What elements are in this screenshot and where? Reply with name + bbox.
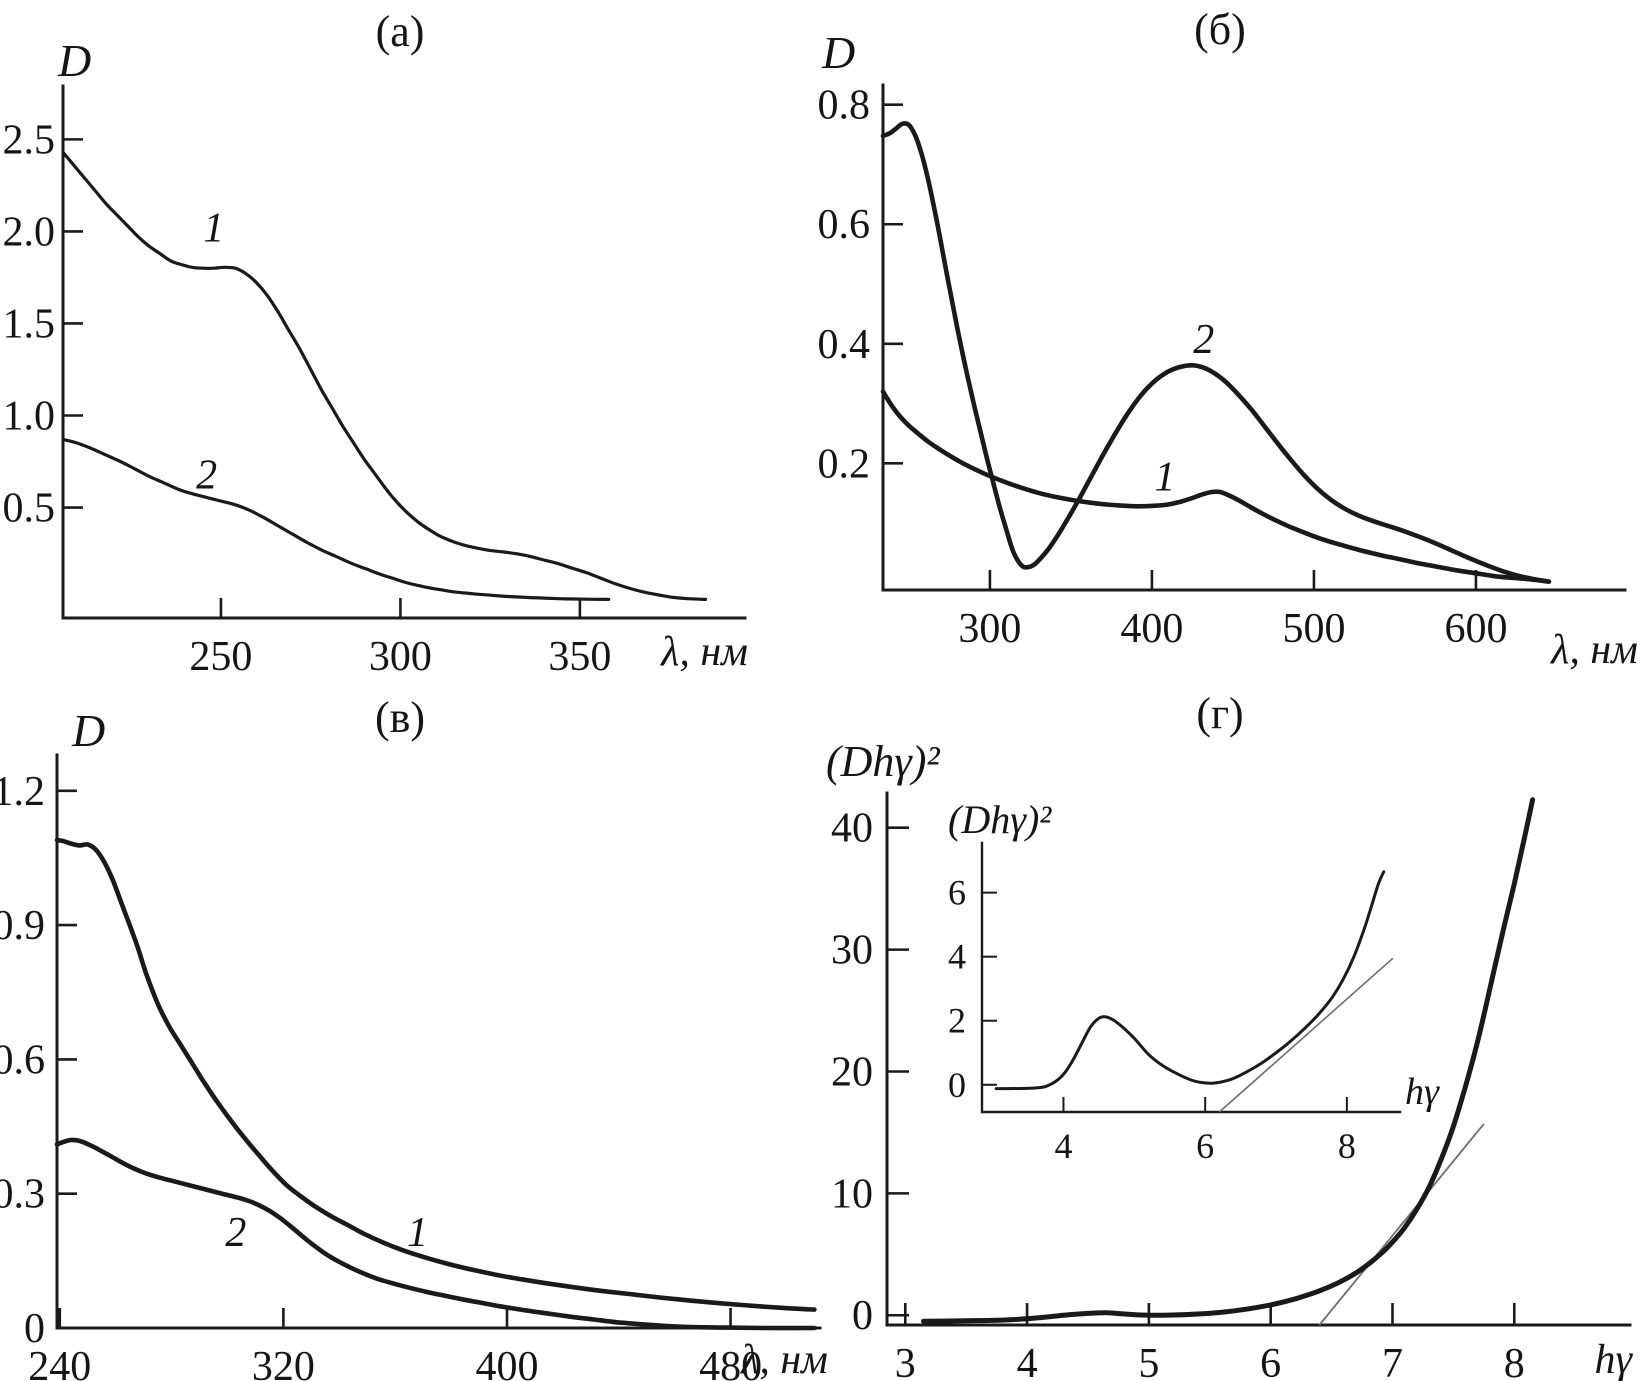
panel-v-curve-label-1: 1 — [407, 1210, 428, 1256]
panel-g-xtick-label: 5 — [1138, 1341, 1159, 1381]
panel-v-xtick-label: 400 — [475, 1344, 538, 1381]
panel-v-ytick-label: 0.9 — [0, 903, 45, 949]
panel-v-xlabel: λ, нм — [741, 1337, 828, 1381]
panel-a-xtick-label: 250 — [189, 634, 252, 680]
panel-b-xlabel: λ, нм — [1551, 627, 1638, 673]
panel-a-ytick-label: 1.0 — [3, 394, 56, 440]
panel-a-curve-label-2: 2 — [196, 452, 217, 498]
panel-v-curve-label-2: 2 — [225, 1210, 246, 1256]
panel-a: 250 300 350 0.5 1.0 1.5 2.0 2.5 1 2 — [3, 84, 747, 680]
panel-b-ytick-label: 0.8 — [818, 83, 871, 129]
panel-g-xlabel: hγ — [1594, 1337, 1632, 1381]
panel-b: 300 400 500 600 0.2 0.4 0.6 0.8 1 2 — [818, 83, 1627, 652]
panel-g-ytick-label: 0 — [852, 1293, 873, 1339]
panel-v-ytick-label: 0.3 — [0, 1172, 45, 1218]
panel-a-ylabel: D — [58, 35, 92, 86]
panel-g-curve-main — [921, 797, 1536, 1324]
panel-gi-ytick-label: 0 — [948, 1065, 966, 1105]
panel-v-ylabel: D — [72, 705, 106, 756]
panel-b-curve-label-2: 2 — [1193, 317, 1214, 363]
panel-g-axes — [885, 791, 1632, 1327]
panel-a-curve-label-1: 1 — [203, 206, 224, 252]
panel-b-xtick-label: 300 — [958, 606, 1021, 652]
panel-b-curve-1 — [880, 389, 1552, 584]
panel-b-ytick-label: 0.2 — [818, 441, 871, 487]
panel-g-xtick-label: 7 — [1382, 1341, 1403, 1381]
panel-g-inset-xlabel: hγ — [1405, 1071, 1439, 1113]
panel-b-xtick-label: 500 — [1282, 606, 1345, 652]
panel-gi-xtick-label: 4 — [1054, 1126, 1072, 1166]
panel-v-xtick-label: 480 — [699, 1344, 762, 1381]
panel-a-curve-1 — [61, 150, 708, 601]
panel-g-ytick-label: 40 — [831, 806, 873, 852]
panel-gi-tangent-line — [1218, 957, 1394, 1113]
panel-gi-axes — [980, 841, 1402, 1114]
panel-a-xtick-label: 300 — [369, 634, 432, 680]
panel-g-tangent-line — [1318, 1123, 1485, 1326]
panel-v-ytick-label: 0 — [24, 1306, 45, 1352]
panel-b-xtick-label: 400 — [1120, 606, 1183, 652]
panel-g-ytick-label: 10 — [831, 1171, 873, 1217]
panel-v-ytick-label: 1.2 — [0, 769, 45, 815]
panel-g-title: (г) — [1196, 689, 1244, 738]
panel-gi: 4 6 8 0 2 4 6 — [948, 841, 1402, 1166]
panel-a-ytick-label: 2.0 — [3, 209, 56, 255]
panel-b-axes — [881, 83, 1627, 592]
panel-gi-ytick-label: 2 — [948, 1001, 966, 1041]
panel-a-axes — [61, 84, 747, 620]
panel-v-curve-1 — [54, 837, 817, 1312]
panel-g-ytick-label: 30 — [831, 928, 873, 974]
panel-a-xlabel: λ, нм — [661, 629, 748, 675]
panel-g-xtick-label: 8 — [1504, 1341, 1525, 1381]
panel-gi-ytick-label: 6 — [948, 873, 966, 913]
panel-v-xtick-label: 240 — [28, 1344, 91, 1381]
panel-b-xtick-label: 600 — [1444, 606, 1507, 652]
panel-a-ytick-label: 1.5 — [3, 301, 56, 347]
panel-g-xtick-label: 4 — [1017, 1341, 1038, 1381]
panel-gi-ytick-label: 4 — [948, 937, 966, 977]
panel-g-ylabel: (Dhγ)² — [826, 737, 940, 786]
panel-b-curve-label-1: 1 — [1154, 454, 1175, 500]
panel-b-ytick-label: 0.4 — [818, 322, 871, 368]
panel-b-curve-2 — [880, 121, 1552, 584]
panel-v-title: (в) — [374, 693, 426, 742]
panel-v-curve-2 — [54, 1137, 817, 1331]
panel-gi-xtick-label: 8 — [1338, 1126, 1356, 1166]
panel-v-ytick-label: 0.6 — [0, 1037, 45, 1083]
panel-v-axes — [55, 753, 822, 1330]
panel-g-inset-ylabel: (Dhγ)² — [948, 797, 1052, 842]
panel-a-ytick-label: 2.5 — [3, 117, 56, 163]
panel-a-title: (а) — [375, 7, 425, 56]
panel-v-xtick-label: 320 — [252, 1344, 315, 1381]
panel-a-curve-2 — [61, 437, 611, 601]
panel-g-xtick-label: 3 — [895, 1341, 916, 1381]
panel-b-ylabel: D — [822, 27, 856, 78]
panel-g-xtick-label: 6 — [1260, 1341, 1281, 1381]
panel-a-xtick-label: 350 — [548, 634, 611, 680]
panel-v: 240 320 400 480 0 0.3 0.6 0.9 1.2 1 2 — [0, 753, 822, 1381]
panel-g-ytick-label: 20 — [831, 1049, 873, 1095]
panel-b-title: (б) — [1194, 5, 1246, 54]
panel-gi-curve-main — [994, 870, 1386, 1091]
panel-b-ytick-label: 0.6 — [818, 202, 871, 248]
panel-gi-xtick-label: 6 — [1196, 1126, 1214, 1166]
panel-a-ytick-label: 0.5 — [3, 486, 56, 532]
